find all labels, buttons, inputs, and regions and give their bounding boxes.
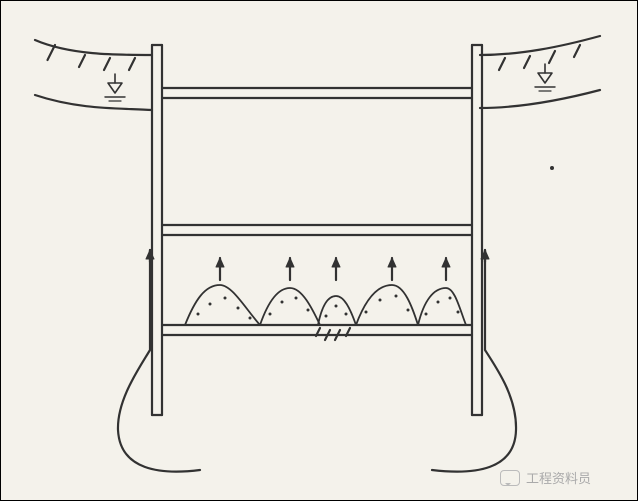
- watermark: 工程资料员: [500, 470, 591, 486]
- diagram-svg: [0, 0, 638, 501]
- wechat-icon: [500, 470, 520, 486]
- diagram-canvas: 工程资料员: [0, 0, 638, 501]
- watermark-text: 工程资料员: [526, 472, 591, 485]
